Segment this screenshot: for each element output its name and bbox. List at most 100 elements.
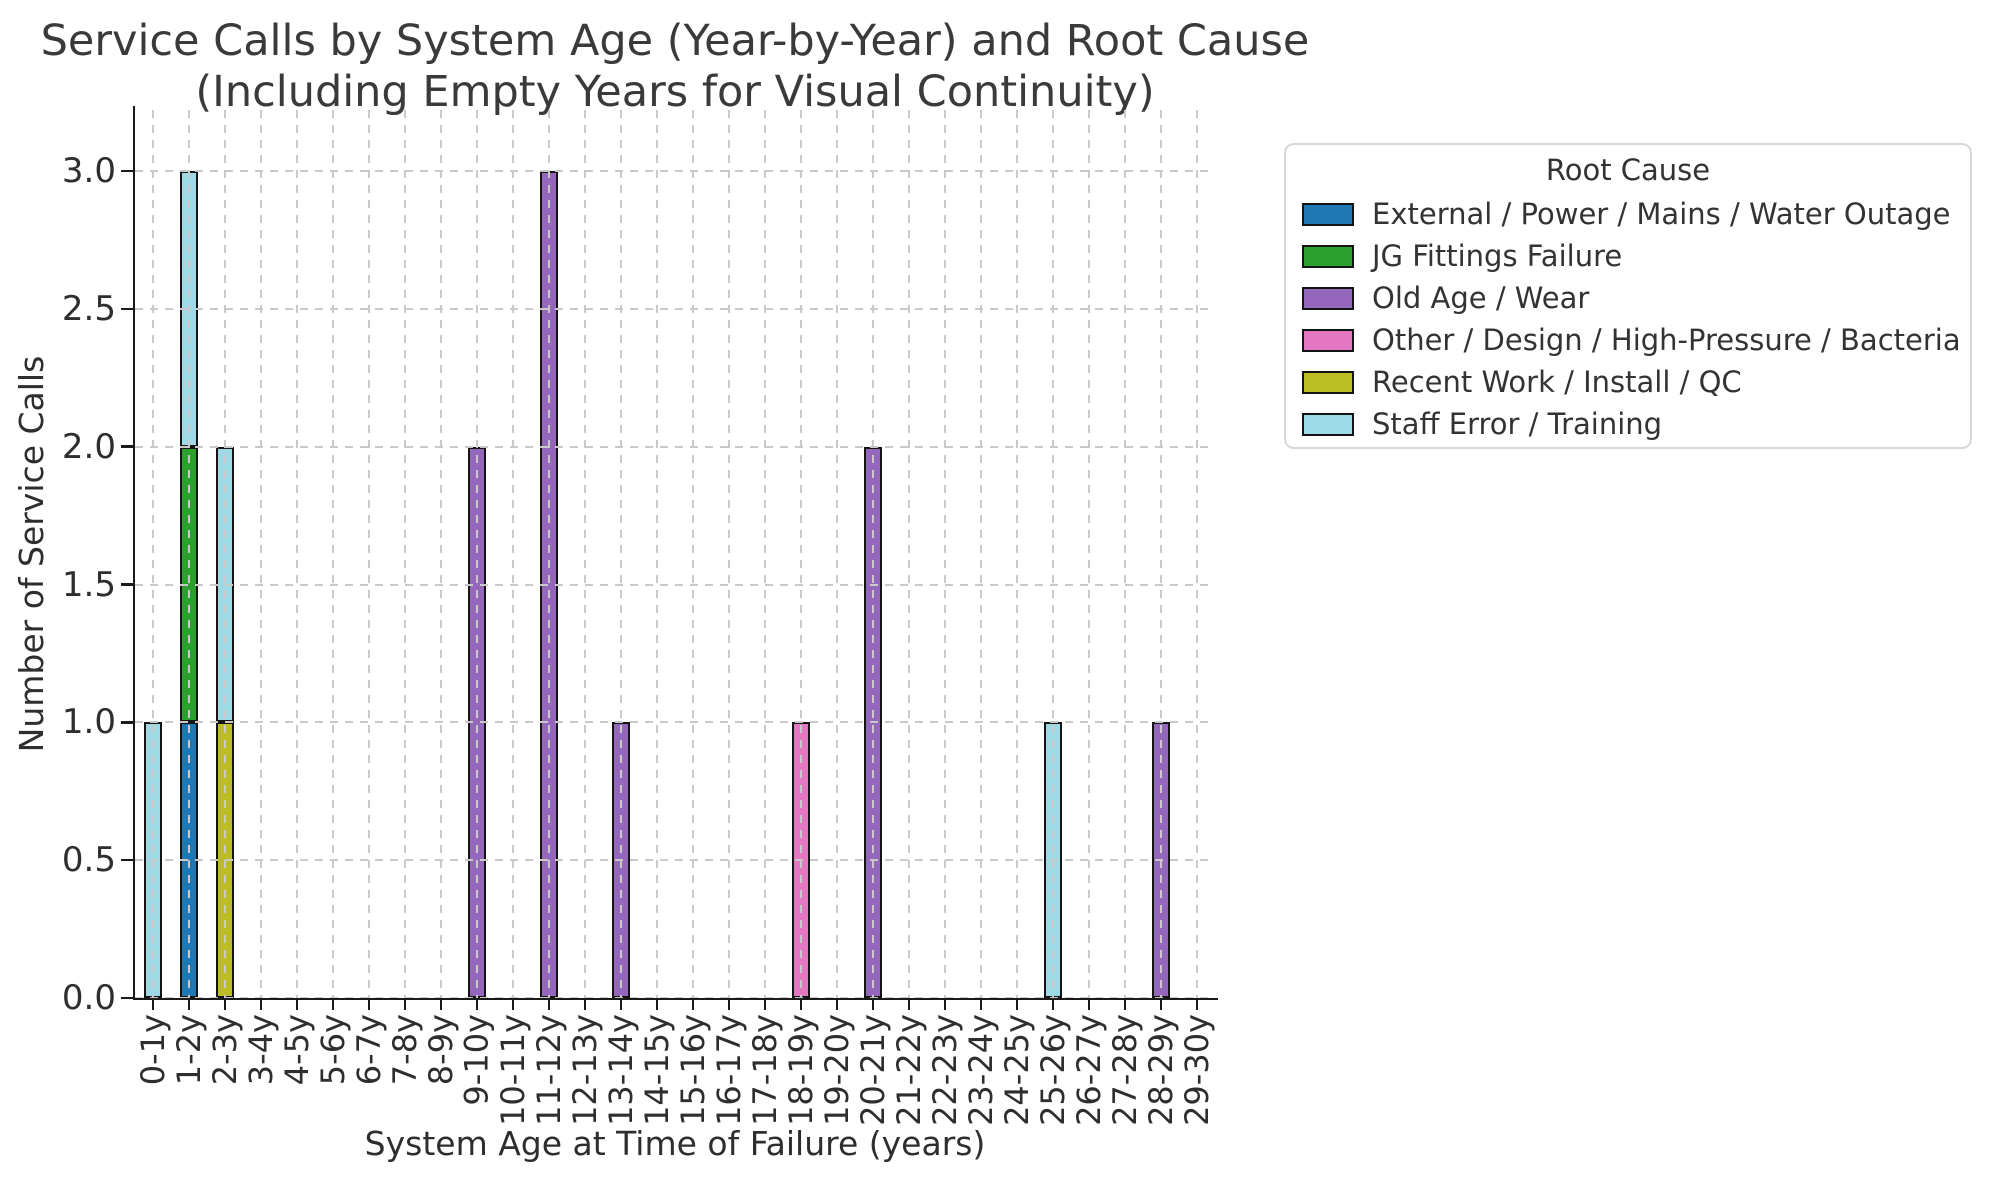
x-tick-label-text: 26-27y xyxy=(1070,1014,1108,1126)
bar-segment xyxy=(216,722,234,998)
x-tick-mark xyxy=(799,998,803,1010)
x-tick-label-text: 29-30y xyxy=(1178,1014,1216,1126)
x-tick-mark xyxy=(367,998,371,1010)
x-tick-mark xyxy=(1087,998,1091,1010)
x-axis-label: System Age at Time of Failure (years) xyxy=(364,1124,986,1163)
bar-segment xyxy=(180,171,198,447)
legend-entry: Old Age / Wear xyxy=(1300,277,1956,319)
y-tick-mark xyxy=(120,721,133,724)
bar-segment xyxy=(144,722,162,998)
x-tick-label-text: 16-17y xyxy=(710,1014,748,1126)
gridline-horizontal xyxy=(135,583,1215,586)
x-tick-label-text: 23-24y xyxy=(962,1014,1000,1126)
legend-entry: Staff Error / Training xyxy=(1300,403,1956,445)
x-tick-label-text: 21-22y xyxy=(890,1014,928,1126)
bar-segment xyxy=(612,722,630,998)
y-tick-label: 0.5 xyxy=(61,840,116,881)
legend-label: Recent Work / Install / QC xyxy=(1372,365,1742,399)
gridline-vertical xyxy=(296,110,298,998)
x-tick-label-text: 25-26y xyxy=(1034,1014,1072,1126)
bar-segment xyxy=(180,722,198,998)
x-tick-mark xyxy=(511,998,515,1010)
y-tick-label: 2.0 xyxy=(61,426,116,467)
y-tick-mark xyxy=(120,307,133,311)
x-tick-mark xyxy=(187,998,191,1010)
x-tick-mark xyxy=(1051,998,1055,1010)
x-tick-label-text: 8-9y xyxy=(422,1014,460,1086)
x-tick-mark xyxy=(439,998,443,1010)
x-tick-mark xyxy=(619,998,623,1010)
x-tick-label-text: 14-15y xyxy=(638,1014,676,1126)
x-tick-label-text: 22-23y xyxy=(926,1014,964,1126)
x-tick-mark xyxy=(1195,998,1199,1010)
gridline-horizontal xyxy=(135,445,1215,448)
x-tick-mark xyxy=(331,998,335,1010)
gridline-horizontal xyxy=(135,307,1215,310)
legend-title: Root Cause xyxy=(1545,153,1711,187)
x-tick-label-text: 24-25y xyxy=(998,1014,1036,1126)
x-tick-label-text: 2-3y xyxy=(206,1014,244,1086)
x-tick-mark xyxy=(871,998,875,1010)
gridline-vertical xyxy=(368,110,370,998)
gridline-vertical xyxy=(1016,110,1018,998)
y-axis-spine xyxy=(132,106,135,1000)
bar-segment xyxy=(1044,722,1062,998)
legend-swatch xyxy=(1302,286,1354,310)
x-tick-mark xyxy=(763,998,767,1010)
x-tick-mark xyxy=(547,998,551,1010)
x-tick-label-text: 27-28y xyxy=(1106,1014,1144,1126)
x-tick-label-text: 18-19y xyxy=(782,1014,820,1126)
x-tick-label-text: 17-18y xyxy=(746,1014,784,1126)
x-tick-mark xyxy=(259,998,263,1010)
gridline-vertical xyxy=(404,110,406,998)
gridline-vertical xyxy=(1088,110,1090,998)
x-tick-mark xyxy=(1159,998,1163,1010)
gridline-vertical xyxy=(440,110,442,998)
y-tick-mark xyxy=(120,583,133,586)
x-tick-label-text: 0-1y xyxy=(134,1014,172,1086)
y-tick-label: 2.5 xyxy=(61,288,116,329)
gridline-vertical xyxy=(836,110,838,998)
x-tick-mark xyxy=(223,998,227,1010)
legend-entry: External / Power / Mains / Water Outage xyxy=(1300,193,1956,235)
y-tick-mark xyxy=(120,445,133,448)
legend-entry: Other / Design / High-Pressure / Bacteri… xyxy=(1300,319,1961,361)
gridline-vertical xyxy=(1124,110,1126,998)
x-tick-mark xyxy=(691,998,695,1010)
legend-entry: JG Fittings Failure xyxy=(1300,235,1956,277)
x-tick-label-text: 4-5y xyxy=(278,1014,316,1086)
legend-label: Staff Error / Training xyxy=(1372,407,1663,441)
chart-subtitle: (Including Empty Years for Visual Contin… xyxy=(195,67,1155,117)
gridline-vertical xyxy=(908,110,910,998)
legend-label: Other / Design / High-Pressure / Bacteri… xyxy=(1372,323,1961,357)
legend-label: External / Power / Mains / Water Outage xyxy=(1372,197,1951,231)
x-tick-mark xyxy=(1015,998,1019,1010)
x-tick-label-text: 19-20y xyxy=(818,1014,856,1126)
bar-segment xyxy=(468,446,486,998)
gridline-vertical xyxy=(584,110,586,998)
bar-segment xyxy=(540,171,558,998)
legend-label: JG Fittings Failure xyxy=(1372,239,1623,273)
gridline-vertical xyxy=(728,110,730,998)
bar-segment xyxy=(792,722,810,998)
x-tick-label-text: 11-12y xyxy=(530,1014,568,1126)
legend-swatch xyxy=(1302,244,1354,268)
legend: Root Cause External / Power / Mains / Wa… xyxy=(1284,143,1972,449)
bar-segment xyxy=(216,446,234,723)
legend-swatch xyxy=(1302,412,1354,436)
gridline-vertical xyxy=(764,110,766,998)
legend-swatch xyxy=(1302,370,1354,394)
x-tick-label-text: 28-29y xyxy=(1142,1014,1180,1126)
x-tick-label-text: 13-14y xyxy=(602,1014,640,1126)
legend-entry: Recent Work / Install / QC xyxy=(1300,361,1956,403)
x-tick-mark xyxy=(403,998,407,1010)
x-tick-mark xyxy=(583,998,587,1010)
x-tick-label-text: 15-16y xyxy=(674,1014,712,1126)
x-tick-label-text: 3-4y xyxy=(242,1014,280,1086)
x-tick-mark xyxy=(727,998,731,1010)
x-tick-mark xyxy=(655,998,659,1010)
y-tick-label: 3.0 xyxy=(61,151,116,191)
legend-swatch xyxy=(1302,328,1354,352)
legend-label: Old Age / Wear xyxy=(1372,281,1590,315)
